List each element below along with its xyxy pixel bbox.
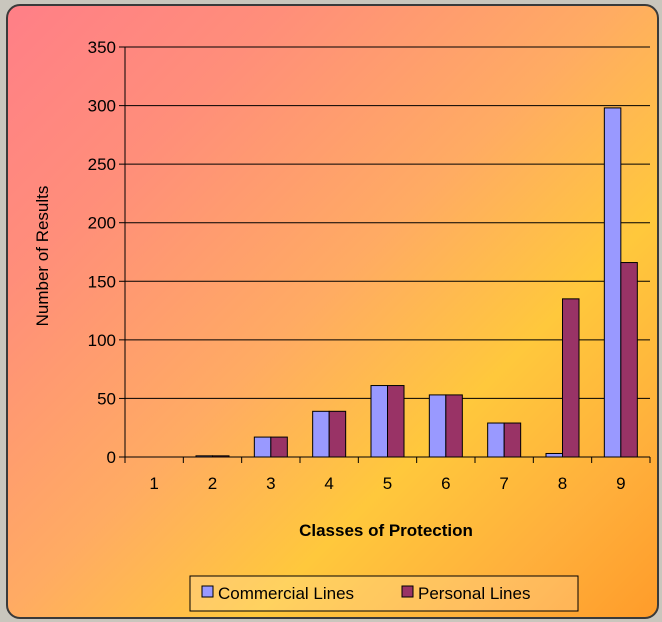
gridlines xyxy=(125,46,650,399)
y-tick-label: 300 xyxy=(88,97,116,116)
bar-commercial-8 xyxy=(545,452,563,458)
x-tick-label: 7 xyxy=(499,474,508,493)
x-tick-label: 2 xyxy=(208,474,217,493)
bar-commercial-4 xyxy=(312,410,330,458)
bar-personal-9 xyxy=(620,262,638,458)
bar-personal-4 xyxy=(328,410,347,458)
legend-box xyxy=(189,575,579,612)
bar-commercial-7 xyxy=(487,422,505,458)
legend-swatch-personal xyxy=(401,585,414,598)
bar-personal-3 xyxy=(270,436,288,458)
x-axis-title: Classes of Protection xyxy=(299,521,473,540)
y-tick-label: 0 xyxy=(107,448,116,467)
legend-swatch-commercial xyxy=(201,585,214,598)
x-tick-label: 4 xyxy=(324,474,333,493)
x-tick-label: 5 xyxy=(383,474,392,493)
bars xyxy=(195,107,638,458)
chart-frame: 0 50 100 150 200 250 300 350 1 2 3 4 5 6 7 8 9 Number of… xyxy=(6,4,659,619)
x-tick-label: 6 xyxy=(441,474,450,493)
y-tick-label: 100 xyxy=(88,331,116,350)
legend-label-personal: Personal Lines xyxy=(418,584,530,603)
bar-commercial-9 xyxy=(603,107,622,458)
bar-personal-7 xyxy=(503,422,522,458)
bar-commercial-3 xyxy=(253,436,272,458)
bar-commercial-5 xyxy=(370,385,388,458)
x-tick-label: 3 xyxy=(266,474,275,493)
y-tick-label: 350 xyxy=(88,38,116,57)
legend-label-commercial: Commercial Lines xyxy=(218,584,354,603)
tick-labels: 0 50 100 150 200 250 300 350 1 2 3 4 5 6 7 8 9 xyxy=(88,38,626,493)
bar-personal-5 xyxy=(387,385,405,458)
x-tick-label: 1 xyxy=(149,474,158,493)
axes xyxy=(119,46,651,463)
x-tick-label: 9 xyxy=(616,474,625,493)
legend: Commercial Lines Personal Lines xyxy=(189,575,579,612)
bar-personal-8 xyxy=(562,298,580,458)
y-tick-label: 150 xyxy=(88,272,116,291)
y-tick-label: 50 xyxy=(97,389,116,408)
bar-chart: 0 50 100 150 200 250 300 350 1 2 3 4 5 6 7 8 9 Number of… xyxy=(33,38,651,612)
y-tick-label: 250 xyxy=(88,155,116,174)
y-tick-label: 200 xyxy=(88,214,116,233)
bar-commercial-6 xyxy=(428,394,447,458)
x-tick-label: 8 xyxy=(558,474,567,493)
bar-personal-6 xyxy=(445,394,463,458)
y-axis-title: Number of Results xyxy=(33,186,52,327)
